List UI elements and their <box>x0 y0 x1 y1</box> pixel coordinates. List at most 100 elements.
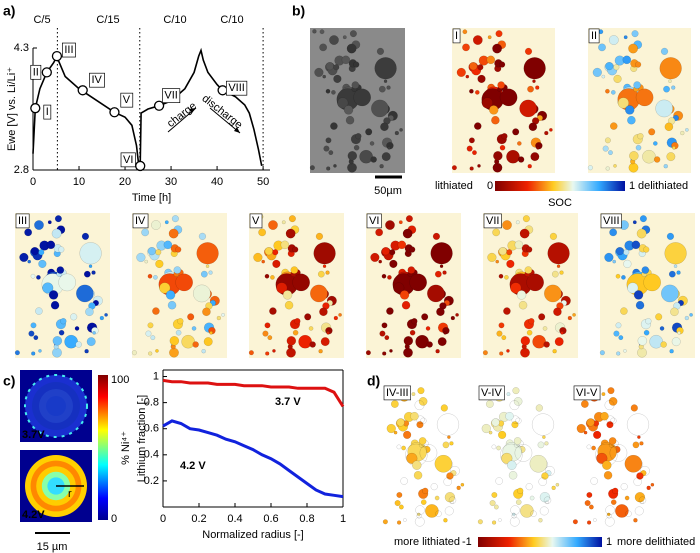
particle <box>74 326 80 331</box>
particle <box>409 329 416 336</box>
particle <box>634 61 642 68</box>
particle <box>524 266 533 274</box>
particle <box>205 264 210 268</box>
particle <box>442 270 447 275</box>
particle <box>319 307 328 317</box>
particle <box>510 282 522 294</box>
particle <box>531 413 555 436</box>
particle <box>511 513 517 519</box>
particle <box>543 341 550 348</box>
particle <box>498 273 504 279</box>
particle <box>612 259 617 264</box>
particle <box>610 122 618 130</box>
particle <box>164 220 169 225</box>
particle <box>638 496 647 504</box>
particle <box>538 477 547 486</box>
particle <box>442 441 450 449</box>
particle <box>498 518 502 522</box>
particle <box>345 115 355 125</box>
particle <box>28 330 35 337</box>
particle <box>535 85 540 90</box>
particle <box>506 149 520 164</box>
particle <box>520 504 534 518</box>
particle <box>580 400 589 408</box>
particle <box>331 90 336 95</box>
particle <box>485 400 494 408</box>
image-label: 3.7V <box>22 429 45 441</box>
particle <box>554 337 564 347</box>
particle <box>633 477 642 486</box>
particle <box>527 164 532 169</box>
particle <box>376 47 385 55</box>
particle <box>451 165 457 171</box>
annotation-arrow <box>209 107 241 134</box>
particle <box>536 146 540 150</box>
particle <box>655 99 673 118</box>
particle <box>326 166 331 171</box>
particle <box>624 495 630 501</box>
particle <box>538 313 546 321</box>
particle <box>136 252 146 263</box>
particle <box>261 259 266 264</box>
particle <box>314 67 324 78</box>
particle <box>499 351 504 356</box>
particle <box>416 512 421 517</box>
particle <box>309 165 315 171</box>
particle <box>671 337 681 347</box>
particle <box>326 331 330 335</box>
particle <box>272 259 281 269</box>
particle <box>417 387 425 395</box>
particle <box>605 166 610 171</box>
particle <box>602 145 609 152</box>
particle <box>379 330 386 337</box>
particle <box>378 85 386 93</box>
particle <box>635 300 645 310</box>
image-label: VI-V <box>576 387 598 399</box>
particle <box>586 444 592 450</box>
particle <box>175 246 182 253</box>
particle <box>517 156 525 163</box>
particle <box>504 275 509 280</box>
particle <box>446 472 454 480</box>
particle <box>666 232 675 240</box>
particle <box>469 62 478 71</box>
particle <box>379 164 384 169</box>
particle <box>472 150 477 156</box>
particle <box>387 275 392 280</box>
particle <box>436 307 445 317</box>
label-box <box>30 64 42 80</box>
particle <box>627 282 639 294</box>
x-tick-label: 50 <box>257 176 269 188</box>
particle <box>353 144 360 151</box>
particle <box>508 471 518 480</box>
particle <box>192 341 199 348</box>
particle <box>492 228 501 237</box>
particle <box>329 35 339 45</box>
particle <box>401 445 406 451</box>
particle <box>641 266 650 274</box>
particle <box>633 518 638 523</box>
particle <box>420 417 427 424</box>
particle <box>488 430 493 435</box>
x-tick-label: 40 <box>211 176 223 188</box>
particle <box>270 275 275 280</box>
state-point <box>30 103 41 114</box>
particle <box>375 228 384 237</box>
particle <box>539 492 551 503</box>
particle <box>36 275 41 280</box>
particle <box>660 341 667 348</box>
particle <box>38 259 47 269</box>
particle <box>30 322 37 329</box>
particle <box>669 349 674 354</box>
series-label: 3.7 V <box>275 396 301 408</box>
particle <box>586 520 592 525</box>
particle <box>527 85 534 93</box>
particle <box>466 145 473 152</box>
particle <box>544 465 555 476</box>
particle <box>411 317 418 325</box>
particle <box>320 337 330 347</box>
x-axis-label: Time [h] <box>132 192 171 204</box>
particle <box>620 483 628 491</box>
particle <box>622 55 632 65</box>
particle <box>50 300 60 310</box>
